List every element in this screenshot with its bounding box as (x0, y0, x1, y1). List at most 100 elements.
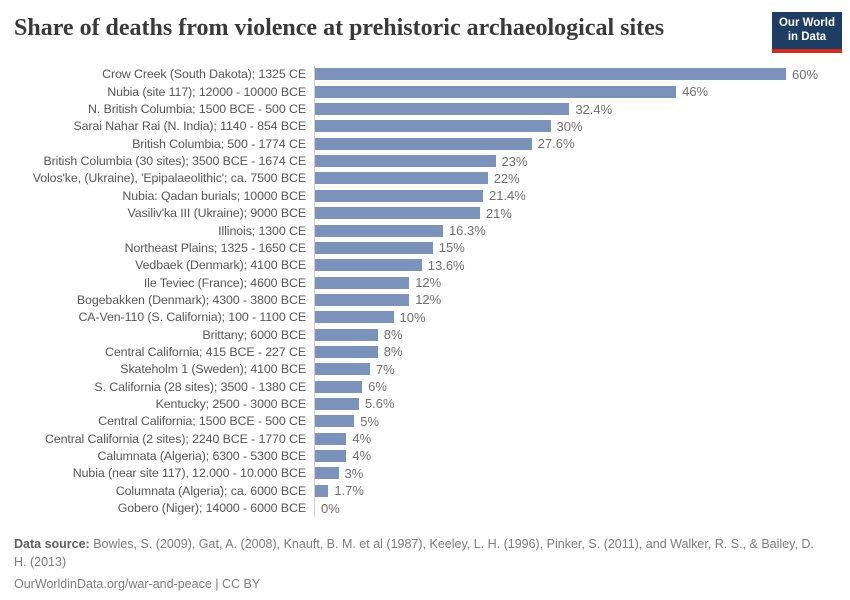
bar-value-label: 4% (352, 431, 372, 447)
bar[interactable] (315, 103, 570, 116)
chart-row: S. California (28 sites); 3500 - 1380 CE… (10, 377, 850, 396)
bar[interactable] (315, 120, 551, 133)
bar-value-label: 22% (493, 170, 520, 186)
bar-track: 5.6% (314, 395, 850, 413)
bar[interactable] (315, 172, 488, 185)
bar-category-label: Northeast Plains; 1325 - 1650 CE (124, 240, 306, 255)
owid-logo: Our World in Data (772, 12, 842, 53)
chart-row: Northeast Plains; 1325 - 1650 CE 15% (10, 239, 850, 257)
bar-category-label: Illinois; 1300 CE (218, 223, 306, 238)
bar-value-label: 46% (682, 84, 709, 100)
bar[interactable] (315, 467, 339, 480)
owid-logo-line2: in Data (787, 31, 827, 44)
chart-row: Illinois; 1300 CE 16.3% (10, 221, 850, 240)
bar-track: 7% (314, 360, 850, 378)
chart-row: Vasiliv'ka III (Ukraine); 9000 BCE 21% (10, 204, 850, 222)
bar-track: 3% (314, 464, 850, 482)
bar[interactable] (315, 276, 410, 289)
bar-track: 32.4% (314, 100, 850, 118)
chart-row: Nubia (site 117); 12000 - 10000 BCE 46% (10, 83, 850, 101)
bar-category-label: Volos'ke, (Ukraine), 'Epipalaeolithic'; … (32, 171, 306, 186)
bar-category-label: Vasiliv'ka III (Ukraine); 9000 BCE (127, 206, 307, 221)
chart-row: British Columbia; 500 - 1774 CE 27.6% (10, 135, 850, 153)
bar[interactable] (315, 484, 329, 497)
bar[interactable] (315, 259, 422, 272)
bar-value-label: 0% (321, 500, 340, 516)
page-title: Share of deaths from violence at prehist… (14, 15, 665, 41)
bar-category-label: S. California (28 sites); 3500 - 1380 CE (94, 379, 306, 394)
bar[interactable] (315, 311, 394, 324)
chart-row: Gobero (Niger); 14000 - 6000 BCE 0% (10, 499, 850, 517)
bar-value-label: 7% (375, 361, 395, 377)
bar-track: 21.4% (314, 187, 850, 205)
bar-value-label: 32.4% (575, 101, 613, 117)
bar-value-label: 1.7% (334, 483, 364, 499)
bar-category-label: Nubia: Qadan burials; 10000 BCE (122, 188, 306, 203)
data-source-label: Data source: (14, 536, 90, 551)
bar-category-label: Brittany; 6000 BCE (202, 327, 306, 342)
bar-track: 4% (314, 447, 850, 465)
data-source-line: Data source: Bowles, S. (2009), Gat, A. … (14, 535, 816, 571)
chart-row: Central California; 415 BCE - 227 CE 8% (10, 343, 850, 361)
bar[interactable] (315, 137, 532, 150)
bar-category-label: Bogebakken (Denmark); 4300 - 3800 BCE (76, 292, 306, 307)
chart-row: Bogebakken (Denmark); 4300 - 3800 BCE 12% (10, 291, 850, 309)
bar[interactable] (315, 415, 355, 428)
chart-row: British Columbia (30 sites); 3500 BCE - … (10, 152, 850, 170)
bar[interactable] (315, 207, 480, 220)
bar-track: 4% (314, 429, 850, 448)
chart-row: Nubia (near site 117), 12.000 - 10.000 B… (10, 464, 850, 482)
chart-row: N. British Columbia; 1500 BCE - 500 CE 32… (10, 100, 850, 118)
bar[interactable] (315, 241, 433, 254)
bar-track: 60% (314, 65, 850, 84)
bar-category-label: Crow Creek (South Dakota); 1325 CE (102, 67, 306, 82)
chart-row: Central California; 1500 BCE - 500 CE 5% (10, 412, 850, 430)
bar-category-label: Sarai Nahar Rai (N. India); 1140 - 854 B… (73, 119, 307, 134)
bar-value-label: 23% (501, 153, 528, 169)
owid-logo-box: Our World in Data (772, 12, 842, 53)
bar-category-label: Columnata (Algeria); ca. 6000 BCE (115, 483, 306, 498)
chart-row: CA-Ven-110 (S. California); 100 - 1100 C… (10, 308, 850, 326)
bar-category-label: British Columbia; 500 - 1774 CE (132, 136, 306, 151)
bar[interactable] (315, 380, 363, 393)
bar-value-label: 21% (485, 205, 512, 221)
bar-track: 23% (314, 152, 850, 170)
chart-row: Brittany; 6000 BCE 8% (10, 325, 850, 344)
bar-value-label: 8% (383, 344, 403, 360)
bar[interactable] (315, 68, 786, 81)
bar-value-label: 12% (415, 275, 442, 291)
bar-value-label: 3% (344, 465, 364, 481)
bar[interactable] (315, 293, 410, 306)
bar-track: 13.6% (314, 256, 850, 274)
chart-row: Calumnata (Algeria); 6300 - 5300 BCE 4% (10, 447, 850, 465)
bar[interactable] (315, 432, 347, 445)
bar[interactable] (315, 397, 359, 410)
chart-row: Sarai Nahar Rai (N. India); 1140 - 854 B… (10, 117, 850, 136)
bar-value-label: 21.4% (488, 188, 526, 204)
bar[interactable] (315, 189, 483, 202)
bar-value-label: 60% (792, 66, 819, 82)
bar-value-label: 5% (360, 413, 380, 429)
bar-category-label: Skateholm 1 (Sweden); 4100 BCE (120, 362, 306, 377)
bar[interactable] (315, 85, 677, 98)
chart-row: Crow Creek (South Dakota); 1325 CE 60% (10, 65, 850, 84)
bar-track: 15% (314, 239, 850, 257)
bar-track: 30% (314, 117, 850, 136)
bar[interactable] (315, 155, 496, 168)
bar-track: 12% (314, 273, 850, 292)
bar[interactable] (315, 345, 378, 358)
bar[interactable] (315, 363, 370, 376)
bar[interactable] (315, 328, 378, 341)
license-line[interactable]: OurWorldinData.org/war-and-peace | CC BY (14, 576, 261, 591)
bar-category-label: British Columbia (30 sites); 3500 BCE - … (43, 154, 306, 169)
bar-track: 27.6% (314, 135, 850, 153)
bar-category-label: Central California; 1500 BCE - 500 CE (98, 414, 306, 429)
chart-row: Nubia: Qadan burials; 10000 BCE 21.4% (10, 187, 850, 205)
bar[interactable] (315, 224, 443, 237)
bar-track: 6% (314, 377, 850, 396)
chart-row: Ile Teviec (France); 4600 BCE 12% (10, 273, 850, 292)
chart-row: Columnata (Algeria); ca. 6000 BCE 1.7% (10, 482, 850, 500)
bar-track: 22% (314, 169, 850, 188)
bar[interactable] (315, 449, 347, 462)
